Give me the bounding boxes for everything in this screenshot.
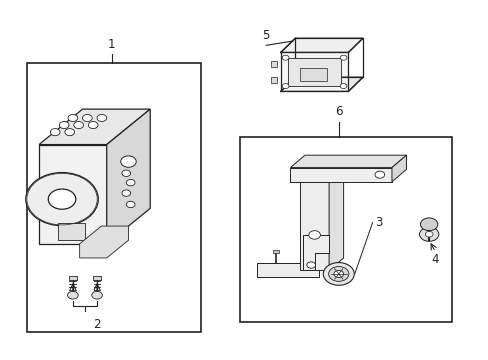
Circle shape xyxy=(425,231,432,237)
Text: 5: 5 xyxy=(262,29,269,42)
Polygon shape xyxy=(280,77,362,91)
Circle shape xyxy=(88,122,98,129)
Text: 6: 6 xyxy=(334,105,342,118)
Circle shape xyxy=(328,266,348,282)
Circle shape xyxy=(92,291,102,299)
Text: 2: 2 xyxy=(93,318,101,331)
Polygon shape xyxy=(80,226,128,258)
Circle shape xyxy=(420,218,437,231)
Circle shape xyxy=(340,84,346,89)
Bar xyxy=(272,250,279,253)
Bar xyxy=(93,276,101,280)
Circle shape xyxy=(308,231,320,239)
Polygon shape xyxy=(290,155,406,168)
Circle shape xyxy=(282,84,288,89)
Text: 4: 4 xyxy=(431,253,438,266)
Polygon shape xyxy=(300,182,328,270)
Circle shape xyxy=(340,55,346,60)
Circle shape xyxy=(50,129,60,136)
Circle shape xyxy=(122,170,130,176)
Circle shape xyxy=(74,122,83,129)
Circle shape xyxy=(323,262,353,285)
Text: 1: 1 xyxy=(107,38,115,51)
Circle shape xyxy=(126,201,135,208)
Bar xyxy=(300,68,326,81)
Circle shape xyxy=(48,189,76,209)
Polygon shape xyxy=(280,38,362,53)
Polygon shape xyxy=(39,145,106,244)
Polygon shape xyxy=(302,235,328,270)
Bar xyxy=(239,138,451,322)
Circle shape xyxy=(67,291,78,299)
Polygon shape xyxy=(280,53,348,91)
Bar xyxy=(270,61,276,67)
Circle shape xyxy=(126,179,135,186)
Circle shape xyxy=(121,156,136,167)
Polygon shape xyxy=(328,169,343,270)
Polygon shape xyxy=(58,222,84,240)
Circle shape xyxy=(306,262,315,268)
Circle shape xyxy=(374,171,384,178)
Polygon shape xyxy=(391,155,406,182)
Circle shape xyxy=(59,122,69,129)
Text: 3: 3 xyxy=(374,216,382,229)
Polygon shape xyxy=(39,109,150,145)
Polygon shape xyxy=(106,109,150,244)
Circle shape xyxy=(419,227,438,241)
Circle shape xyxy=(333,270,343,278)
Circle shape xyxy=(97,114,106,122)
Circle shape xyxy=(282,55,288,60)
Bar xyxy=(287,58,341,86)
Circle shape xyxy=(26,172,98,226)
Circle shape xyxy=(68,114,78,122)
Bar xyxy=(27,63,201,332)
Circle shape xyxy=(82,114,92,122)
Bar xyxy=(270,77,276,82)
Polygon shape xyxy=(256,263,319,278)
Circle shape xyxy=(122,190,130,196)
Polygon shape xyxy=(290,168,391,182)
Bar xyxy=(68,276,77,280)
Circle shape xyxy=(65,129,74,136)
